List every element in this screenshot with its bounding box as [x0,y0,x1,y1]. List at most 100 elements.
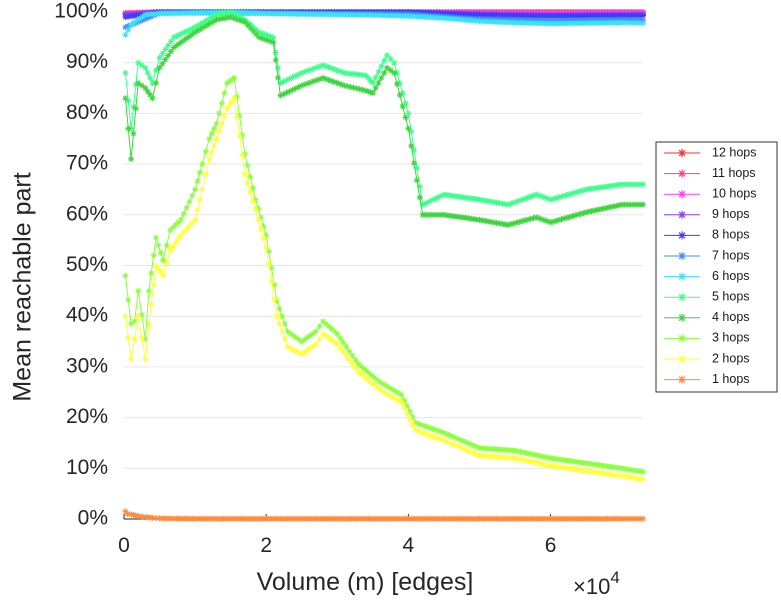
data-point [149,79,156,86]
series-segment [413,149,418,169]
data-point [216,16,223,23]
data-point [165,52,172,59]
data-point [249,197,256,204]
data-point [479,217,486,224]
data-point [426,424,433,431]
data-point [446,439,453,446]
series-segment [151,82,157,99]
data-point [167,38,174,45]
data-point [167,227,174,234]
data-point [359,86,366,93]
data-point [125,334,132,341]
data-point [135,313,142,320]
data-point [624,201,631,208]
data-point [627,12,634,19]
data-point [633,20,640,27]
data-point [347,70,354,77]
data-point [276,320,283,327]
data-point [344,70,351,77]
series-segment [134,316,139,340]
data-point [173,42,180,49]
legend-label: 5 hops [712,289,750,303]
y-tick-label: 70% [66,152,108,175]
legend-marker [678,375,686,384]
data-point [239,18,246,25]
data-point [602,205,609,212]
y-tick-label: 50% [66,253,108,276]
data-point [202,22,209,29]
y-tick-label: 100% [54,0,108,23]
data-point [621,19,628,26]
data-point [627,201,634,208]
data-point [170,34,177,41]
series-segment [205,138,210,152]
data-point [640,476,646,483]
data-point [252,206,259,213]
legend-marker [678,169,686,178]
data-point [147,91,154,98]
data-point [395,389,402,396]
data-point [406,408,413,415]
series-segment [166,229,171,246]
y-tick-label: 60% [66,202,108,225]
data-point [148,301,155,308]
data-point [499,220,506,227]
legend-marker [678,149,686,157]
data-point [396,79,403,86]
data-point [183,204,190,211]
data-point [150,281,157,288]
data-point [386,384,393,391]
data-point [423,431,430,438]
data-point [406,416,413,423]
data-point [468,441,475,448]
data-point [356,71,363,78]
legend-marker [678,252,686,260]
data-point [350,84,357,91]
data-point [621,12,628,19]
data-point [630,181,637,188]
x-tick-label: 0 [118,534,130,557]
data-point [287,345,294,352]
data-point [391,69,398,76]
data-point [633,181,640,188]
series-segment [124,316,129,338]
data-point [633,16,640,23]
data-point [273,297,280,304]
data-point [252,196,259,203]
data-point [353,71,360,78]
series-segment [236,117,241,137]
data-point [563,191,570,198]
legend-label: 6 hops [712,269,750,283]
legend-label: 4 hops [712,310,750,324]
data-point [152,67,159,74]
data-point [630,467,637,474]
data-point [135,512,142,519]
series-4-hops [122,14,646,228]
data-point [528,458,535,465]
data-point [239,15,246,22]
data-point [265,261,272,268]
series-layer [122,9,646,522]
data-point [256,29,263,36]
data-point [273,313,280,320]
series-segment [130,106,134,129]
data-point [374,376,381,383]
data-point [352,364,359,371]
data-point [624,515,631,522]
series-segment [239,136,243,156]
data-point [320,330,327,337]
data-point [633,515,640,522]
y-tick-label: 40% [66,304,108,327]
data-point [290,332,297,339]
data-point [199,186,206,193]
data-point [355,361,362,368]
data-point [304,334,311,341]
data-point [510,199,517,206]
series-segment [150,284,155,305]
data-point [451,442,458,449]
data-point [627,515,634,522]
x-tick-label: 4 [403,534,415,557]
data-point [186,198,193,205]
data-point [322,320,329,327]
data-point [618,465,625,472]
